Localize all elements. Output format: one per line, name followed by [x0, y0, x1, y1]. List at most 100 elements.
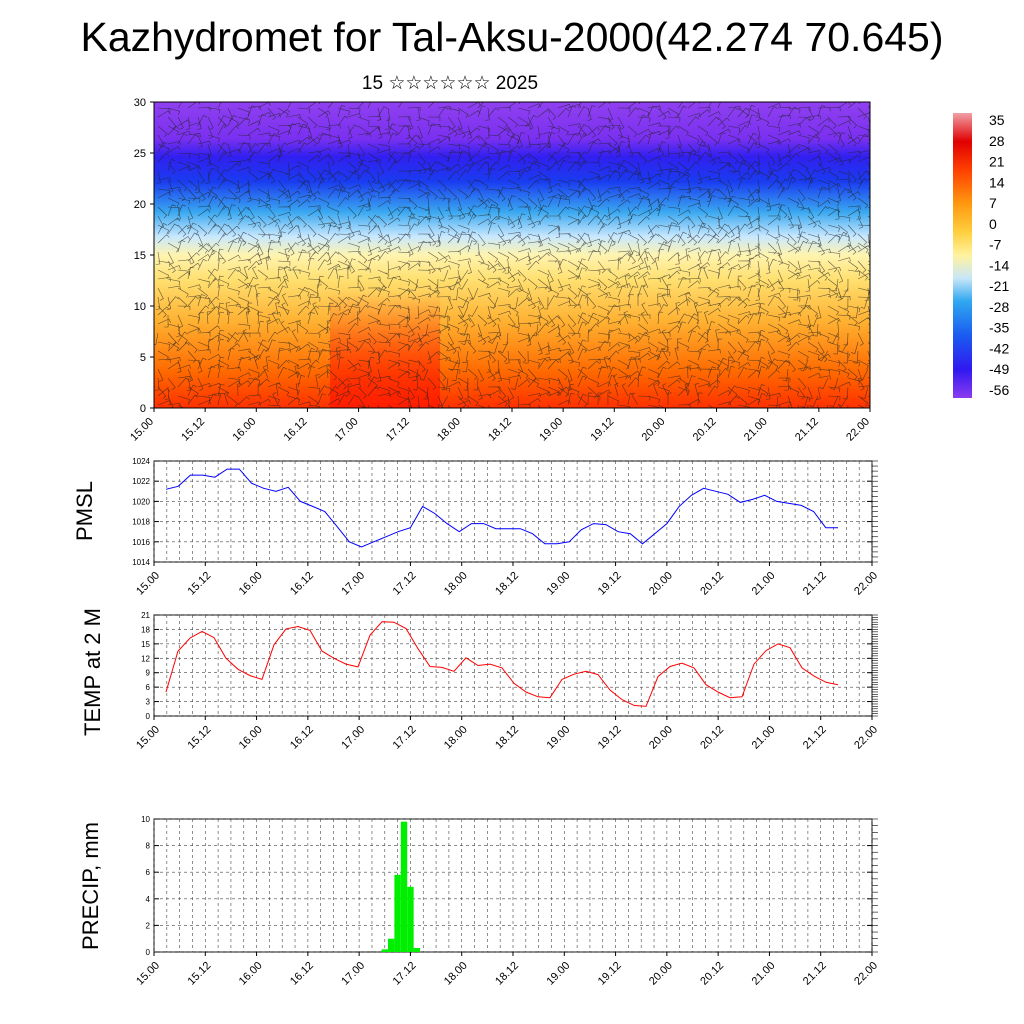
- wind-barb: [667, 306, 681, 316]
- wind-barb: [777, 154, 791, 163]
- wind-barb: [347, 317, 361, 325]
- wind-barb: [767, 369, 780, 379]
- wind-barb: [747, 246, 761, 253]
- wind-barb: [647, 199, 661, 208]
- wind-barb: [217, 232, 229, 244]
- wind-barb: [155, 377, 160, 391]
- wind-barb: [347, 189, 360, 199]
- y-tick-label: 5: [140, 352, 146, 364]
- wind-barb: [177, 287, 189, 298]
- wind-barb: [367, 225, 380, 235]
- wind-barb: [755, 233, 760, 247]
- wind-barb: [697, 250, 709, 262]
- wind-barb: [637, 352, 651, 361]
- wind-barb: [367, 195, 376, 208]
- wind-barb: [577, 205, 588, 217]
- wind-barb: [357, 191, 371, 199]
- wind-barb: [247, 377, 259, 388]
- wind-barb: [857, 197, 869, 209]
- wind-barb: [367, 332, 377, 345]
- wind-barb: [607, 296, 621, 304]
- wind-barb: [287, 386, 300, 395]
- wind-barb: [177, 332, 188, 344]
- wind-barb: [247, 170, 258, 182]
- wind-barb: [504, 260, 510, 274]
- wind-barb: [429, 305, 439, 318]
- wind-barb: [857, 359, 869, 370]
- wind-barb: [247, 276, 258, 289]
- wind-barb: [457, 107, 469, 119]
- wind-barb: [517, 215, 523, 229]
- wind-barb: [197, 305, 209, 316]
- wind-barb: [667, 379, 681, 388]
- wind-barb: [727, 105, 741, 111]
- wind-barb: [277, 143, 283, 157]
- wind-barb: [644, 248, 649, 262]
- wind-barb: [497, 395, 508, 407]
- wind-barb: [527, 314, 541, 322]
- wind-barb: [627, 332, 639, 344]
- wind-barb: [537, 341, 543, 355]
- wind-barb: [257, 143, 269, 154]
- wind-barb: [377, 368, 382, 382]
- wind-barb: [767, 278, 775, 292]
- wind-barb: [842, 386, 849, 400]
- wind-barb: [267, 113, 281, 118]
- wind-barb: [527, 377, 540, 388]
- wind-barb: [457, 269, 469, 281]
- wind-barb: [527, 241, 541, 246]
- wind-barb: [387, 404, 394, 408]
- wind-barb: [607, 169, 619, 181]
- wind-barb: [437, 215, 443, 229]
- wind-barb: [387, 304, 399, 316]
- wind-barb: [297, 180, 310, 190]
- wind-barb: [627, 251, 636, 265]
- wind-barb: [517, 154, 531, 163]
- wind-barb: [607, 146, 621, 154]
- wind-barb: [807, 215, 817, 228]
- wind-barb: [387, 359, 400, 368]
- wind-barb: [597, 198, 610, 208]
- wind-barb: [277, 366, 288, 379]
- wind-barb: [697, 134, 706, 148]
- wind-barb: [527, 255, 541, 262]
- wind-barb: [357, 205, 368, 217]
- wind-barb: [497, 399, 511, 406]
- wind-barb: [787, 312, 801, 317]
- wind-barb: [397, 170, 411, 176]
- wind-barb: [247, 206, 255, 220]
- wind-barb: [497, 239, 511, 244]
- wind-barb: [647, 105, 657, 118]
- wind-barb: [357, 224, 371, 231]
- wind-barb: [727, 125, 741, 133]
- wind-barb: [267, 318, 281, 325]
- wind-barb: [547, 260, 561, 266]
- wind-barb: [337, 115, 349, 127]
- wind-barb: [357, 326, 371, 334]
- wind-barb: [847, 359, 861, 367]
- wind-barb: [507, 251, 519, 263]
- wind-barb: [317, 305, 331, 311]
- wind-barb: [387, 246, 401, 253]
- wind-barb: [377, 149, 391, 154]
- wind-barb: [517, 278, 524, 292]
- wind-barb: [207, 214, 219, 226]
- wind-barb: [547, 125, 560, 133]
- wind-barb: [477, 386, 483, 400]
- wind-barb: [587, 392, 593, 406]
- wind-barb: [607, 170, 621, 177]
- wind-barb: [367, 341, 376, 355]
- wind-barb: [747, 114, 756, 127]
- wind-barb: [457, 318, 471, 325]
- wind-barb: [327, 184, 341, 190]
- wind-barb: [287, 345, 301, 352]
- wind-barb: [397, 102, 403, 109]
- wind-barb: [464, 386, 469, 400]
- wind-barb: [417, 152, 427, 166]
- wind-barb: [527, 197, 538, 210]
- wind-barb: [756, 152, 761, 166]
- wind-barb: [207, 325, 221, 334]
- wind-barb: [527, 278, 538, 290]
- wind-barb: [737, 215, 751, 221]
- wind-barb: [307, 312, 315, 325]
